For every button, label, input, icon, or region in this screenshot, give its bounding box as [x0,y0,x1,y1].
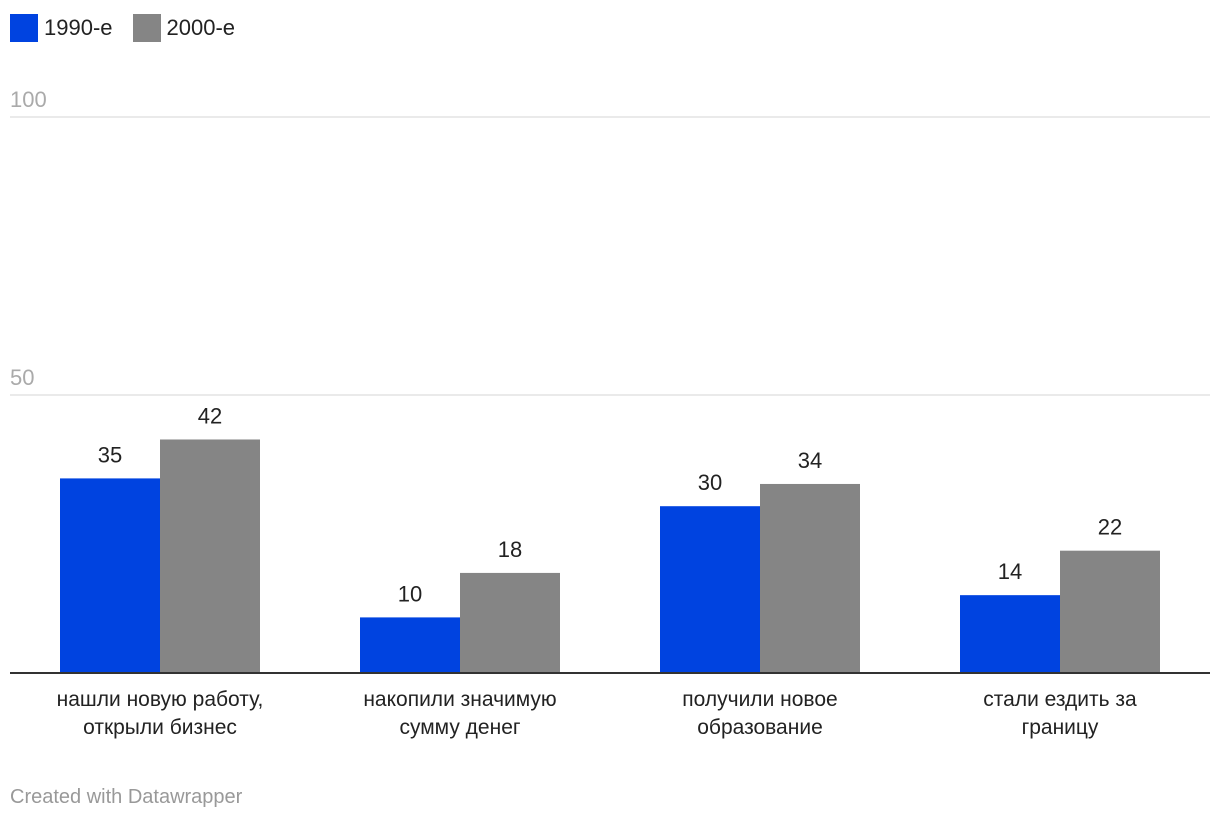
value-label-s1-c3: 30 [698,470,722,495]
bar-chart: 50 100 35 42 нашли новую работу, открыли бизн… [10,87,1210,739]
category-label-4: стали ездить за границу [983,688,1137,739]
legend-label-1990: 1990-е [44,15,113,40]
value-label-s2-c4: 22 [1098,515,1122,540]
value-label-s1-c4: 14 [998,559,1022,584]
bar-s1-c4 [960,595,1060,673]
category-label-line: стали ездить за [983,688,1137,711]
category-label-line: открыли бизнес [83,716,237,739]
category-label-line: границу [1022,716,1099,739]
category-label-line: образование [697,716,823,739]
category-label-line: сумму денег [399,716,520,739]
y-tick-label-50: 50 [10,365,34,390]
value-label-s1-c1: 35 [98,442,122,467]
bar-s2-c4 [1060,550,1160,673]
y-tick-label-100: 100 [10,87,47,112]
category-label-1: нашли новую работу, открыли бизнес [57,688,264,739]
category-label-line: получили новое [682,688,837,711]
bar-s1-c1 [60,478,160,673]
category-label-line: нашли новую работу, [57,688,264,711]
bar-s1-c3 [660,506,760,673]
legend-swatch-2000 [132,14,161,42]
bar-s2-c1 [160,439,260,673]
bar-s2-c2 [460,572,560,673]
legend-label-2000: 2000-е [166,15,236,40]
legend: 1990-е 2000-е [10,14,255,42]
legend-item-1990: 1990-е [10,14,113,42]
category-label-line: накопили значимую [363,688,556,711]
value-label-s1-c2: 10 [398,581,422,606]
category-label-2: накопили значимую сумму денег [363,688,556,739]
category-label-3: получили новое образование [682,688,837,739]
bar-s1-c2 [360,617,460,673]
bar-s2-c3 [760,483,860,673]
value-label-s2-c1: 42 [198,403,222,428]
credit-text: Created with Datawrapper [10,786,243,808]
value-label-s2-c2: 18 [498,537,522,562]
value-label-s2-c3: 34 [798,448,822,473]
legend-item-2000: 2000-е [132,14,236,42]
legend-swatch-1990 [10,14,38,42]
